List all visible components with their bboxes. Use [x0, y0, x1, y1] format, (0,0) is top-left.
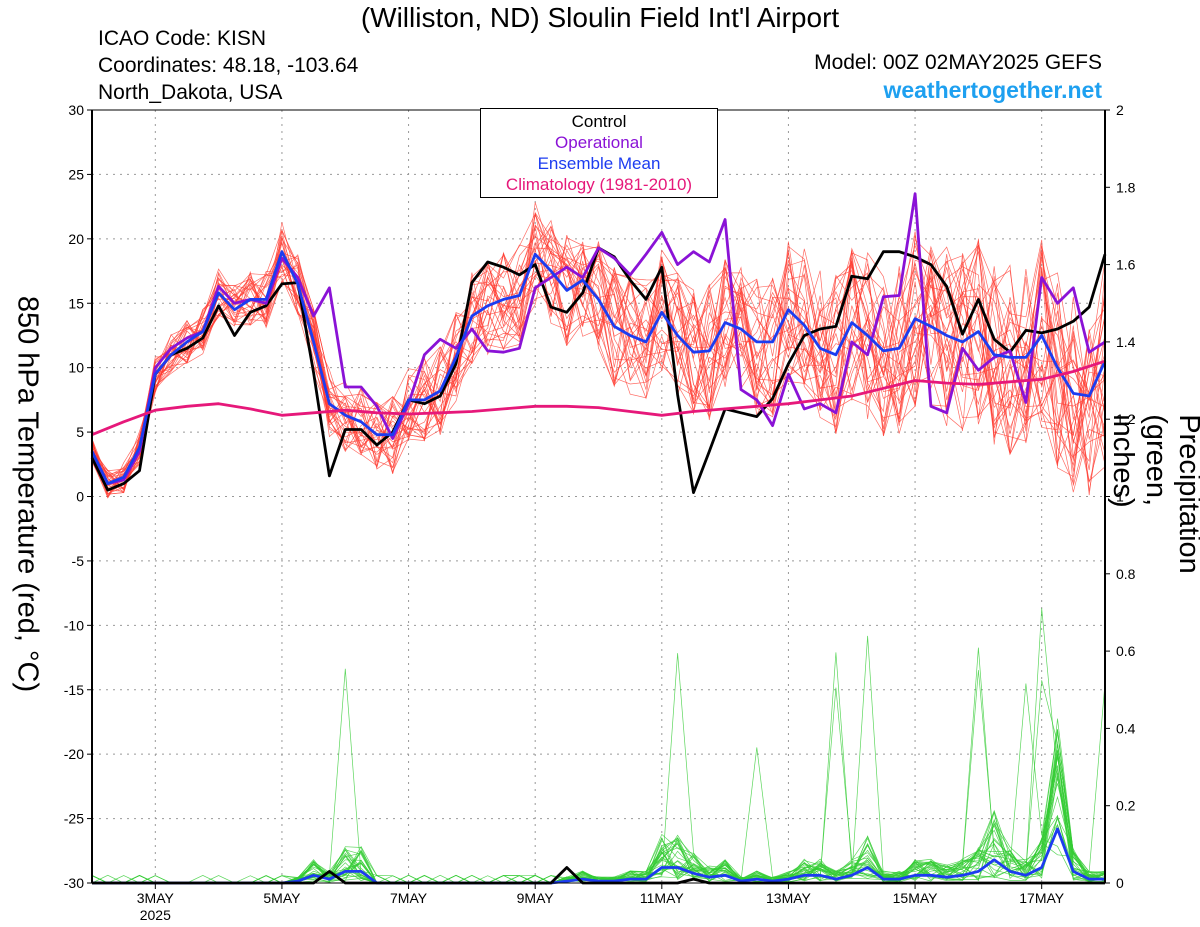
brand-link[interactable]: weathertogether.net [883, 77, 1102, 103]
precip-member-line [92, 732, 1106, 884]
y-left-tick-label: 25 [68, 166, 84, 182]
axes: 302520151050-5-10-15-20-25-3021.81.61.41… [64, 102, 1136, 923]
model-run: Model: 00Z 02MAY2025 GEFS [814, 51, 1102, 74]
coordinates: Coordinates: 48.18, -103.64 [98, 54, 359, 77]
x-tick-label: 7MAY [390, 890, 428, 906]
y-left-tick-label: 15 [68, 295, 84, 311]
legend-ensemble-mean: Ensemble Mean [537, 154, 661, 173]
y-axis-left-label: 850 hPa Temperature (red, °C) [11, 295, 44, 693]
legend-operational: Operational [555, 133, 643, 152]
precip-member-line [92, 670, 1106, 884]
precip-member-line [92, 647, 1106, 884]
y-right-tick-label: 0.4 [1116, 720, 1136, 736]
y-left-tick-label: -5 [72, 553, 85, 569]
temp-member-line [91, 234, 1106, 495]
temp-ensemble-mean-line [90, 250, 1107, 486]
temp-member-line [91, 212, 1106, 475]
precip-member-line [92, 756, 1106, 884]
y-right-tick-label: 1.8 [1116, 179, 1136, 195]
y-axis-right-label: 6-hour Precipitation (green, inches) [1107, 414, 1200, 574]
x-tick-label: 3MAY [137, 890, 175, 906]
temp-member-line [91, 232, 1106, 496]
y-right-tick-label: 1 [1116, 489, 1124, 505]
legend-climatology: Climatology (1981-2010) [505, 175, 693, 194]
y-left-tick-label: 10 [68, 360, 84, 376]
icao-code: ICAO Code: KISN [98, 27, 267, 50]
y-right-tick-label: 1.2 [1116, 411, 1136, 427]
temp-control-line [90, 246, 1107, 495]
temp-operational-line [90, 192, 1106, 486]
legend: Control Operational Ensemble Mean Climat… [480, 108, 718, 198]
precip-member-line [92, 729, 1106, 884]
precip-member-line [92, 682, 1106, 884]
x-tick-label: 11MAY [640, 890, 684, 906]
y-left-tick-label: 0 [76, 489, 84, 505]
precip-member-line [91, 608, 1106, 884]
x-tick-label: 9MAY [517, 890, 555, 906]
temp-climatology-line [91, 359, 1106, 436]
precip-member-line [91, 683, 1106, 884]
precip-member-line [92, 652, 1106, 884]
temp-member-line [91, 202, 1106, 499]
y-left-tick-label: 20 [68, 231, 84, 247]
precip-member-line [92, 668, 1106, 884]
temp-member-line [91, 238, 1106, 486]
temp-member-line [91, 228, 1106, 489]
y-left-tick-label: 30 [68, 102, 84, 118]
precip-member-line [92, 814, 1106, 884]
y-right-tick-label: 1.4 [1116, 334, 1136, 350]
y-right-tick-label: 2 [1116, 102, 1124, 118]
y-left-tick-label: -25 [64, 811, 84, 827]
temp-member-line [91, 213, 1106, 482]
y-right-tick-label: 0.8 [1116, 566, 1136, 582]
y-right-tick-label: 0 [1116, 875, 1124, 891]
x-tick-label: 15MAY [893, 890, 939, 906]
precip-member-line [92, 747, 1106, 884]
x-tick-label: 13MAY [766, 890, 812, 906]
precip-member-line [92, 814, 1106, 884]
y-left-tick-label: -10 [64, 617, 84, 633]
y-right-tick-label: 0.6 [1116, 643, 1136, 659]
location: North_Dakota, USA [98, 81, 283, 104]
precip-member-line [92, 653, 1106, 884]
y-left-tick-label: -30 [64, 875, 84, 891]
x-tick-label: 5MAY [263, 890, 301, 906]
precip-member-line [92, 635, 1106, 884]
y-left-tick-label: 5 [76, 424, 84, 440]
precip-member-line [92, 718, 1106, 884]
precip-member-line [92, 687, 1106, 884]
y-right-tick-label: 1.6 [1116, 257, 1136, 273]
precip-member-line [92, 817, 1106, 884]
x-tick-label: 17MAY [1019, 890, 1065, 906]
y-left-tick-label: -15 [64, 682, 84, 698]
gridlines [92, 110, 1105, 883]
temp-member-line [91, 229, 1106, 492]
x-tick-year-label: 2025 [140, 907, 171, 923]
temp-member-line [91, 211, 1106, 498]
chart-title: (Williston, ND) Sloulin Field Int'l Airp… [360, 2, 840, 33]
precip-ensemble-mean-line [92, 827, 1105, 885]
y-left-tick-label: -20 [64, 746, 84, 762]
y-right-tick-label: 0.2 [1116, 798, 1136, 814]
legend-control: Control [571, 112, 627, 131]
